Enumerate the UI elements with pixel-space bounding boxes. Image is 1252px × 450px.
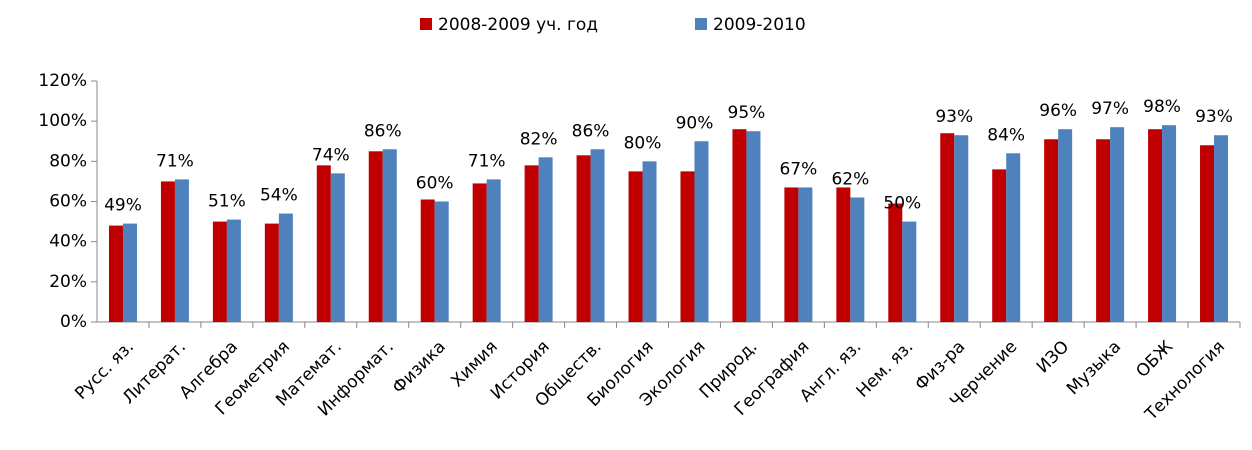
bar — [784, 187, 799, 322]
bar — [160, 181, 175, 322]
legend-label: 2009-2010 — [713, 15, 806, 35]
bar — [1162, 125, 1177, 322]
bar — [590, 149, 605, 322]
bar — [434, 201, 449, 322]
bar — [628, 171, 643, 322]
bar — [680, 171, 695, 322]
bar — [902, 221, 917, 322]
bar — [524, 165, 539, 322]
data-label: 84% — [987, 125, 1025, 145]
bar — [108, 225, 123, 322]
legend-swatch — [420, 18, 432, 30]
bar — [330, 173, 345, 322]
bar — [940, 133, 955, 322]
bar — [1200, 145, 1215, 322]
bar — [954, 135, 969, 322]
data-label: 62% — [831, 169, 869, 189]
data-label: 74% — [312, 145, 350, 165]
data-label: 82% — [520, 129, 558, 149]
data-label: 51% — [208, 192, 246, 212]
data-label: 60% — [416, 174, 454, 194]
bar — [1214, 135, 1229, 322]
data-label: 93% — [1195, 107, 1233, 127]
data-label: 54% — [260, 186, 298, 206]
bar — [642, 161, 657, 322]
y-tick-label: 60% — [49, 192, 87, 212]
bar — [382, 149, 397, 322]
x-tick-label: Музыка — [1063, 337, 1125, 399]
y-tick-label: 0% — [60, 312, 87, 332]
bar — [420, 199, 435, 322]
bar — [316, 165, 331, 322]
bar — [1110, 127, 1125, 322]
data-label: 95% — [728, 103, 766, 123]
bar — [486, 179, 501, 322]
data-label: 67% — [779, 159, 817, 179]
y-tick-label: 80% — [49, 151, 87, 171]
bar — [1006, 153, 1021, 322]
x-tick-label: Нем. яз. — [853, 337, 918, 402]
data-label: 49% — [104, 196, 142, 216]
bar — [1044, 139, 1059, 322]
bar — [836, 187, 851, 322]
bar — [888, 203, 903, 322]
bar — [746, 131, 761, 322]
bar — [1148, 129, 1163, 322]
bar — [576, 155, 591, 322]
data-label: 80% — [624, 133, 662, 153]
x-tick-label: ОБЖ — [1132, 337, 1177, 382]
legend-label: 2008-2009 уч. год — [438, 15, 598, 35]
bar — [1058, 129, 1073, 322]
bar — [1096, 139, 1111, 322]
bar — [538, 157, 553, 322]
bar — [122, 223, 137, 322]
data-label: 71% — [156, 151, 194, 171]
data-label: 71% — [468, 151, 506, 171]
bar — [368, 151, 383, 322]
data-label: 97% — [1091, 99, 1129, 119]
y-tick-label: 20% — [49, 272, 87, 292]
data-label: 90% — [676, 113, 714, 133]
y-tick-label: 120% — [38, 71, 87, 91]
bar — [694, 141, 709, 322]
data-label: 86% — [364, 121, 402, 141]
y-tick-label: 100% — [38, 111, 87, 131]
bar — [798, 187, 813, 322]
bar — [732, 129, 747, 322]
bar — [264, 223, 279, 322]
bar — [226, 219, 241, 322]
legend-swatch — [695, 18, 707, 30]
bar — [850, 197, 865, 322]
bar — [472, 183, 487, 322]
bar — [992, 169, 1007, 322]
bar — [278, 213, 293, 322]
data-label: 96% — [1039, 101, 1077, 121]
data-label: 86% — [572, 121, 610, 141]
data-label: 50% — [883, 194, 921, 214]
data-label: 93% — [935, 107, 973, 127]
y-tick-label: 40% — [49, 232, 87, 252]
data-label: 98% — [1143, 97, 1181, 117]
x-tick-label: ИЗО — [1033, 337, 1073, 377]
x-tick-label: Физика — [389, 337, 450, 398]
bar — [174, 179, 189, 322]
bar — [212, 221, 227, 322]
